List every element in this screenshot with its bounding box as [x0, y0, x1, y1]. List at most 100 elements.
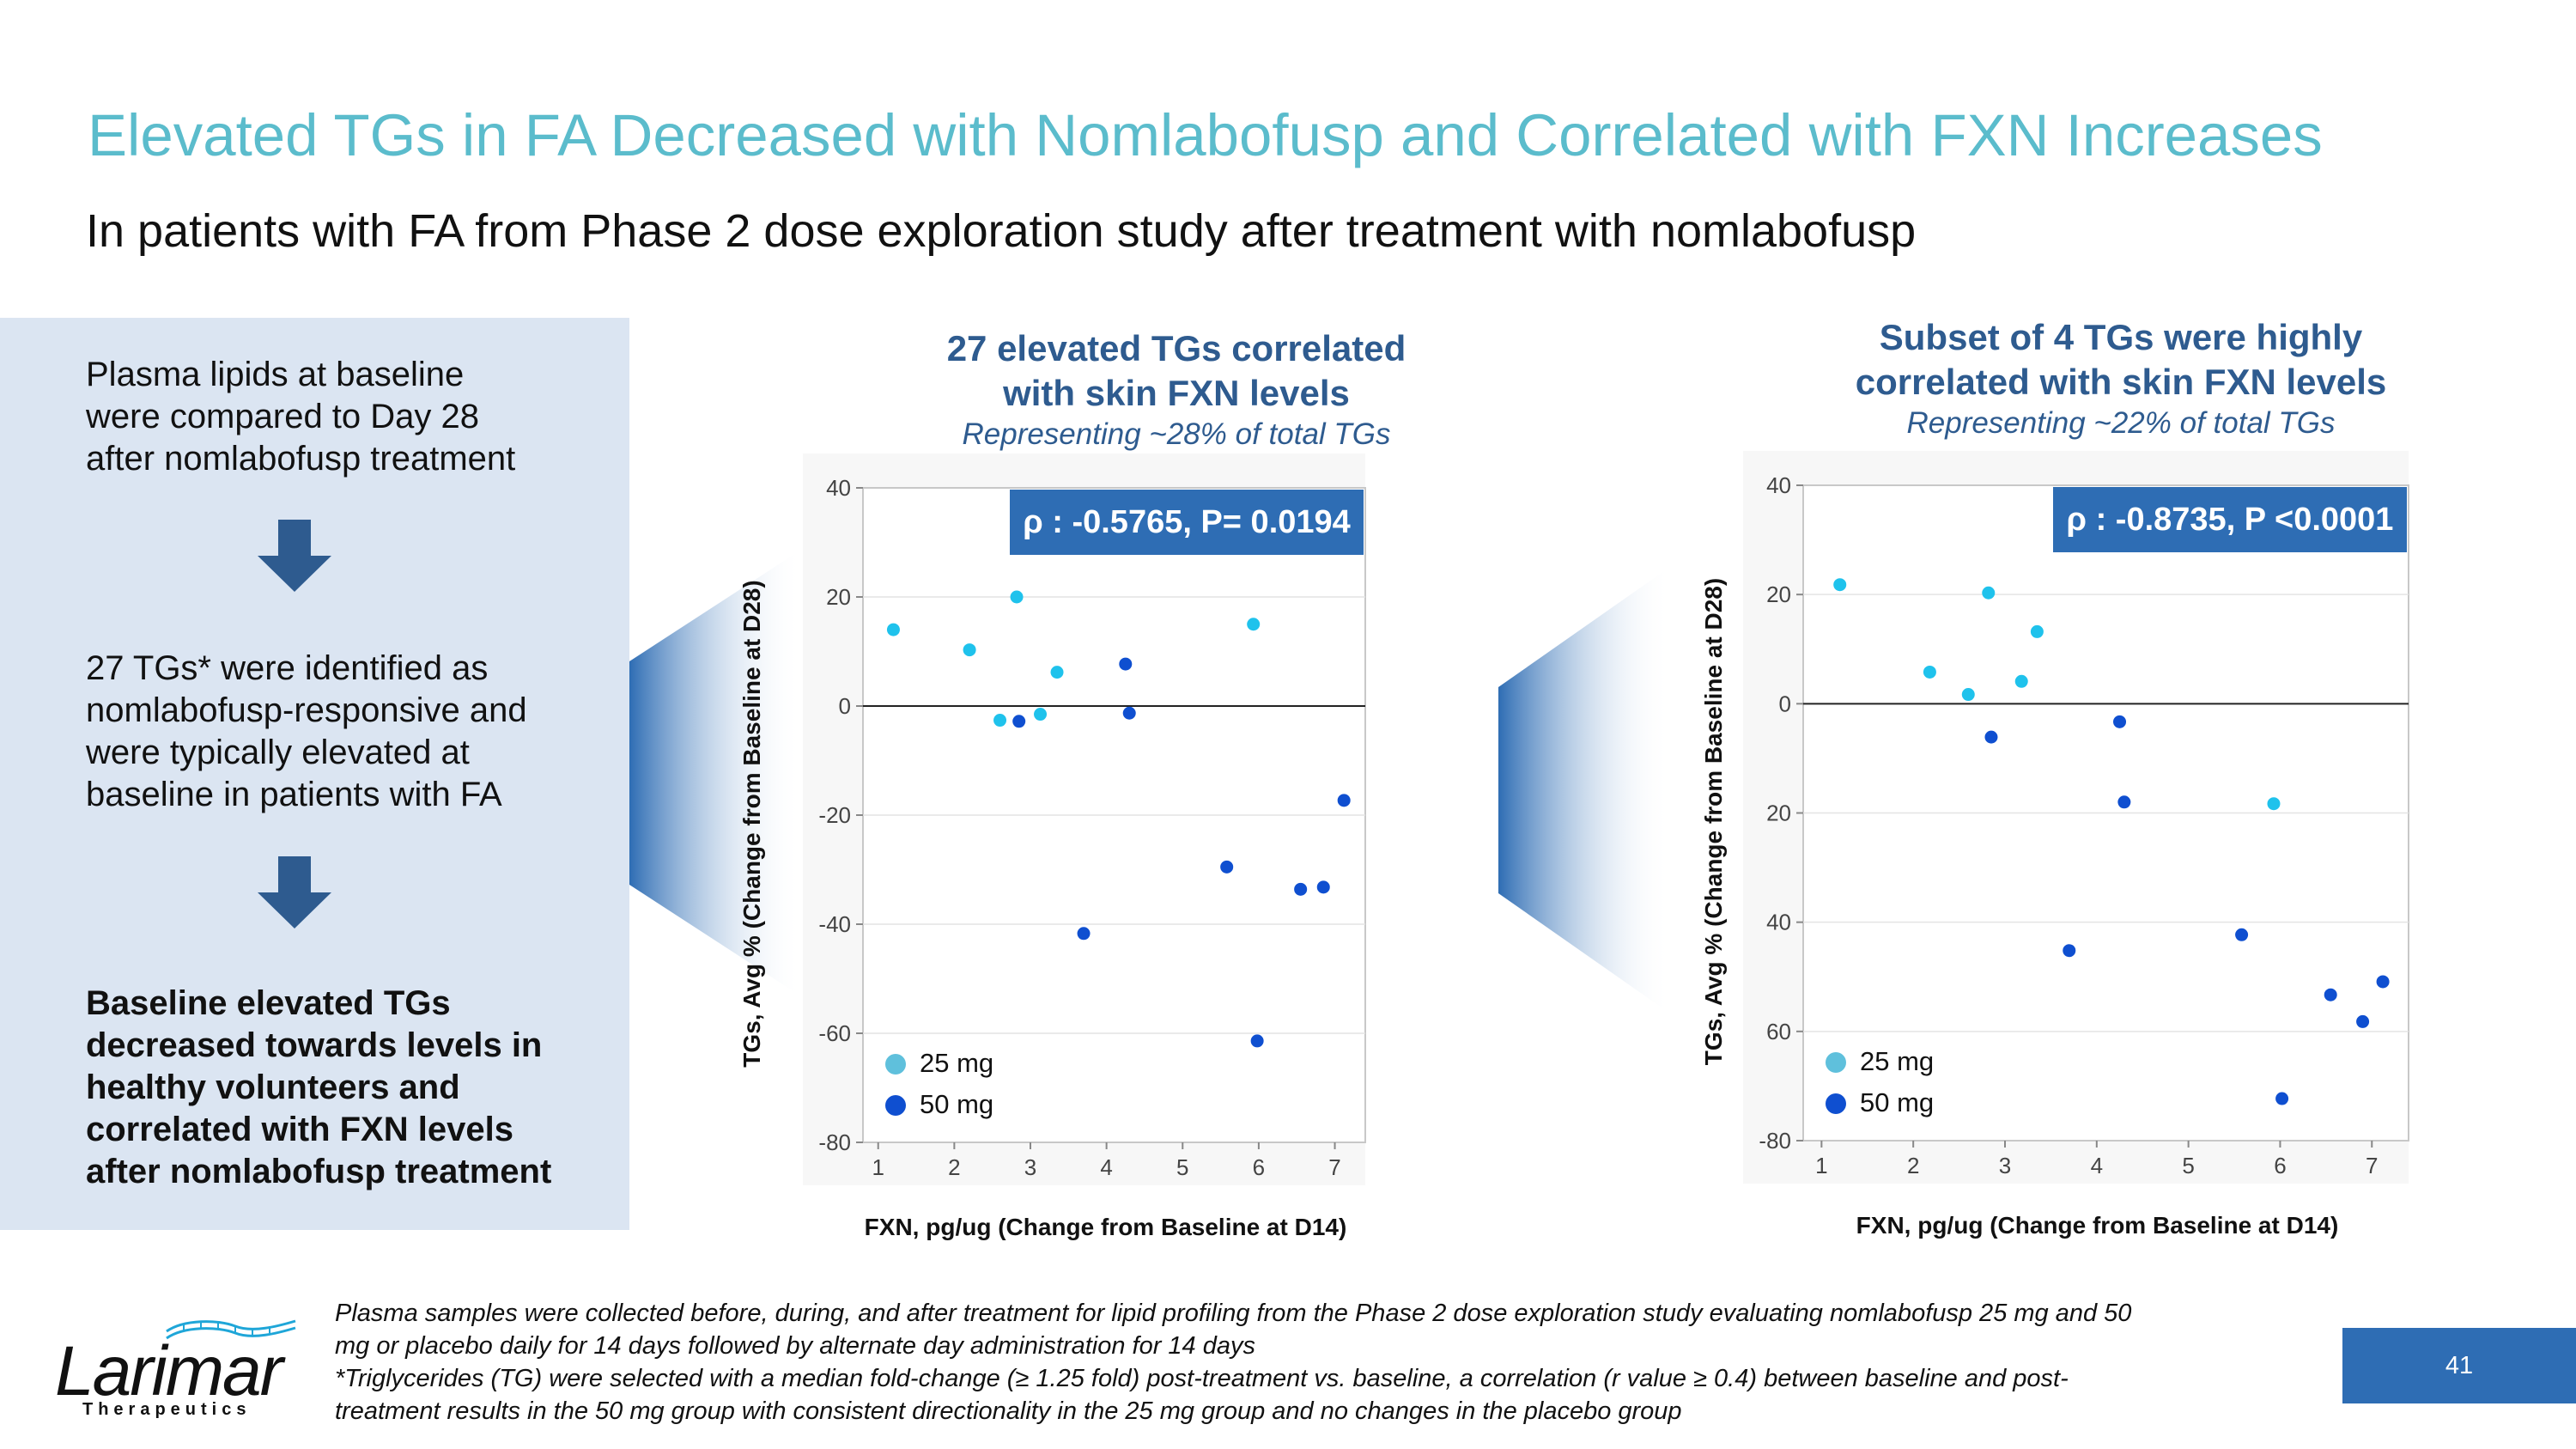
chart-1-point-50mg — [1122, 706, 1136, 720]
chart-1-point-50mg — [1294, 882, 1308, 896]
chart-1-point-50mg — [1337, 794, 1351, 807]
chart-2-point-50mg — [2113, 715, 2127, 728]
chart-2-x-axis-label: FXN, pg/ug (Change from Baseline at D14) — [1856, 1212, 2339, 1239]
chart-2-x-tick-label: 2 — [1907, 1153, 1919, 1178]
chart-2-y-tick-label: 20 — [1766, 581, 1791, 607]
chart-1-point-25mg — [1247, 618, 1261, 631]
chart-2-legend-marker — [1826, 1093, 1846, 1114]
chart-1-legend-marker — [885, 1054, 906, 1075]
chart-2-point-50mg — [2275, 1092, 2289, 1105]
step-3-line: healthy volunteers and — [86, 1068, 460, 1106]
step-2-line: 27 TGs* were identified as — [86, 649, 489, 687]
chart-2-point-50mg — [2235, 928, 2249, 941]
step-2-line: baseline in patients with FA — [86, 776, 502, 813]
chart-2-y-tick-label: -80 — [1759, 1128, 1791, 1154]
chart-2-y-tick-label: 40 — [1766, 910, 1791, 935]
chart-2-stat-label: ρ : -0.8735, P <0.0001 — [2067, 502, 2394, 538]
footnote-line: Plasma samples were collected before, du… — [335, 1300, 2132, 1327]
chart-1-point-50mg — [1220, 860, 1234, 874]
chart-2-point-25mg — [1982, 586, 1996, 600]
step-1-line: Plasma lipids at baseline — [86, 356, 465, 393]
chart-1-point-50mg — [1077, 927, 1091, 941]
footnote-line: *Triglycerides (TG) were selected with a… — [335, 1365, 2069, 1392]
chart-1-x-axis-label: FXN, pg/ug (Change from Baseline at D14) — [865, 1214, 1347, 1240]
footnote-line: mg or placebo daily for 14 days followed… — [335, 1332, 1255, 1360]
chart-1-y-tick-label: 0 — [839, 693, 851, 719]
chart-2-point-50mg — [2117, 795, 2131, 809]
step-3-line: Baseline elevated TGs — [86, 984, 451, 1022]
step-3-line: decreased towards levels in — [86, 1026, 543, 1064]
scatter-chart-2: 40 20 0 20 40 60 -80 1 2 3 4 5 6 7 ρ : -0.8735, P <0.0… — [1700, 451, 2409, 1239]
step-1-line: were compared to Day 28 — [86, 398, 480, 435]
chart-1-legend-marker — [885, 1095, 906, 1116]
chart-1-y-tick-label: -20 — [818, 802, 851, 828]
chart-2-legend-label: 25 mg — [1860, 1046, 1934, 1076]
chart-1-point-25mg — [886, 623, 900, 636]
chart-1-point-25mg — [1050, 666, 1064, 679]
chart-2-y-axis-label: TGs, Avg % (Change from Baseline at D28) — [1700, 578, 1727, 1065]
footnote: Plasma samples were collected before, du… — [335, 1297, 2310, 1428]
left-summary-panel: Plasma lipids at baseline were compared … — [0, 318, 629, 1230]
chart-2-y-tick-label: 20 — [1766, 801, 1791, 826]
logo-mark — [166, 1319, 296, 1340]
chart-1-heading: 27 elevated TGs correlated with skin FXN… — [884, 326, 1468, 416]
chart-1-x-tick-label: 6 — [1253, 1154, 1265, 1180]
chart-1-x-tick-label: 5 — [1176, 1154, 1188, 1180]
chart-1-x-tick-label: 2 — [948, 1154, 960, 1180]
chart-1-subheading: Representing ~28% of total TGs — [962, 417, 1391, 451]
page-number: 41 — [2342, 1328, 2576, 1403]
footnote-line: treatment results in the 50 mg group wit… — [335, 1397, 1682, 1425]
step-1-text: Plasma lipids at baseline were compared … — [86, 354, 618, 480]
chart-2-point-50mg — [2324, 988, 2337, 1002]
chart-1-point-25mg — [1034, 708, 1048, 721]
chart-2-point-50mg — [2356, 1014, 2370, 1028]
chart-2-y-tick-label: 60 — [1766, 1019, 1791, 1044]
chart-2-x-tick-label: 5 — [2182, 1153, 2194, 1178]
step-2-line: nomlabofusp-responsive and — [86, 691, 527, 729]
chart-1-legend-label: 50 mg — [920, 1089, 993, 1119]
step-1-line: after nomlabofusp treatment — [86, 440, 516, 478]
chart-1-stat-box — [1010, 490, 1364, 555]
chart-1-x-tick-label: 7 — [1328, 1154, 1340, 1180]
chart-1-point-25mg — [963, 643, 976, 657]
larimar-logo: Larimar Therapeutics — [55, 1314, 313, 1419]
funnel-connector-left — [629, 550, 801, 996]
step-3-line: after nomlabofusp treatment — [86, 1153, 552, 1190]
chart-1-point-50mg — [1119, 657, 1133, 671]
chart-1-y-tick-label: 40 — [826, 475, 851, 501]
chart-2-x-tick-label: 1 — [1815, 1153, 1827, 1178]
chart-2-point-25mg — [2030, 624, 2044, 638]
chart-1-x-tick-label: 3 — [1024, 1154, 1036, 1180]
chart-2-point-25mg — [1923, 665, 1936, 679]
chart-2-heading-line: Subset of 4 TGs were highly — [1879, 317, 2363, 357]
chart-2-heading-line: correlated with skin FXN levels — [1855, 362, 2387, 402]
chart-2-point-50mg — [1984, 730, 1998, 744]
chart-1-point-50mg — [1012, 715, 1026, 728]
chart-2-subheading: Representing ~22% of total TGs — [1906, 406, 2336, 440]
chart-1-point-25mg — [1010, 590, 1024, 604]
funnel-connector-right — [1498, 567, 1670, 1014]
chart-1-y-tick-label: -80 — [818, 1129, 851, 1155]
chart-2-x-tick-label: 6 — [2274, 1153, 2286, 1178]
down-arrow-icon — [258, 856, 331, 928]
chart-1-heading-line: 27 elevated TGs correlated — [946, 328, 1406, 368]
chart-2-y-tick-label: 0 — [1779, 691, 1791, 716]
step-2-line: were typically elevated at — [86, 734, 470, 771]
step-3-text: Baseline elevated TGs decreased towards … — [86, 983, 618, 1193]
slide-subtitle: In patients with FA from Phase 2 dose ex… — [86, 205, 1917, 257]
chart-2-x-tick-label: 4 — [2091, 1153, 2103, 1178]
chart-1-legend-label: 25 mg — [920, 1048, 993, 1078]
scatter-chart-1: 40 20 0 -20 -40 -60 -80 1 2 3 4 5 6 7 ρ : -0.5765, P= … — [738, 454, 1366, 1240]
chart-1-x-tick-label: 4 — [1100, 1154, 1112, 1180]
chart-1-y-tick-label: -60 — [818, 1020, 851, 1046]
chart-2-point-25mg — [1961, 688, 1975, 702]
logo-wordmark: Larimar — [55, 1332, 283, 1410]
step-3-line: correlated with FXN levels — [86, 1111, 513, 1148]
step-2-text: 27 TGs* were identified as nomlabofusp-r… — [86, 648, 618, 816]
chart-1-x-tick-label: 1 — [872, 1154, 884, 1180]
slide-title: Elevated TGs in FA Decreased with Nomlab… — [88, 102, 2323, 168]
chart-1-y-axis-label: TGs, Avg % (Change from Baseline at D28) — [738, 580, 765, 1067]
chart-1-y-tick-label: -40 — [818, 911, 851, 937]
chart-1-point-50mg — [1250, 1034, 1264, 1048]
chart-2-point-25mg — [2014, 674, 2028, 688]
